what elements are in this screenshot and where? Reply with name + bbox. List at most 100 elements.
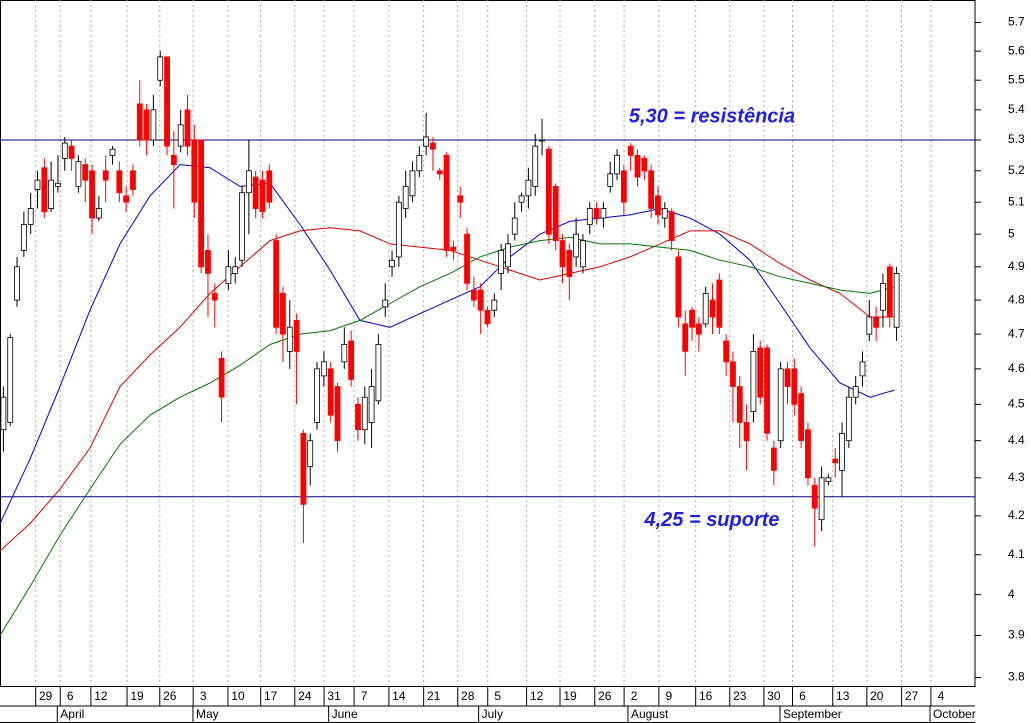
candle-body bbox=[627, 145, 634, 156]
candle-body bbox=[130, 170, 136, 190]
candle-body bbox=[505, 243, 511, 268]
candle-body bbox=[736, 386, 743, 423]
x-tick-label: 29 bbox=[39, 689, 53, 703]
x-tick-label: 12 bbox=[530, 689, 544, 703]
candle-body bbox=[641, 158, 648, 172]
candle-body bbox=[818, 477, 825, 521]
x-tick-label: 26 bbox=[598, 689, 612, 703]
candle-body bbox=[498, 250, 505, 274]
candle-body bbox=[252, 176, 259, 209]
x-tick-label: 2 bbox=[631, 689, 638, 703]
candle-body bbox=[355, 403, 361, 431]
candle-body bbox=[232, 266, 239, 274]
x-tick-label: 19 bbox=[563, 689, 577, 703]
candle-body bbox=[845, 396, 852, 442]
y-tick-label: 4.1 bbox=[1008, 547, 1025, 561]
candle-body bbox=[470, 289, 477, 301]
candle-body bbox=[123, 195, 130, 203]
y-tick-label: 3.8 bbox=[1008, 670, 1025, 684]
candle-body bbox=[839, 432, 845, 471]
x-tick-label: 16 bbox=[699, 689, 713, 703]
candle-body bbox=[511, 217, 518, 235]
candle-body bbox=[682, 323, 689, 352]
candle-body bbox=[464, 233, 470, 284]
candle-body bbox=[443, 154, 450, 251]
month-label: August bbox=[631, 707, 669, 721]
moving-average-line bbox=[0, 227, 895, 552]
plot-frame bbox=[0, 0, 976, 687]
candle-body bbox=[286, 326, 293, 352]
candle-body bbox=[82, 164, 89, 181]
candle-body bbox=[20, 224, 27, 251]
y-tick-label: 4.5 bbox=[1008, 397, 1025, 411]
candle-body bbox=[14, 266, 20, 301]
x-tick-label: 12 bbox=[94, 689, 108, 703]
candle-body bbox=[259, 179, 266, 213]
candle-body bbox=[150, 109, 157, 141]
candle-body bbox=[55, 182, 61, 187]
x-tick-label: 5 bbox=[494, 689, 501, 703]
candle-body bbox=[600, 208, 607, 219]
x-tick-label: 6 bbox=[67, 689, 74, 703]
candle-body bbox=[34, 179, 41, 190]
candle-body bbox=[634, 154, 641, 178]
month-label: April bbox=[60, 707, 84, 721]
candle-body bbox=[757, 347, 764, 398]
y-tick-label: 5.6 bbox=[1008, 43, 1025, 57]
candle-body bbox=[695, 323, 702, 335]
y-tick-label: 5.3 bbox=[1008, 132, 1025, 146]
candle-body bbox=[307, 440, 314, 467]
candle-body bbox=[873, 316, 880, 328]
candle-body bbox=[177, 124, 184, 147]
candle-body bbox=[484, 309, 491, 325]
candle-body bbox=[348, 340, 355, 380]
candle-body bbox=[409, 170, 416, 197]
candle-body bbox=[811, 484, 818, 509]
candle-body bbox=[41, 167, 48, 213]
candle-body bbox=[164, 56, 170, 147]
candle-body bbox=[68, 145, 75, 159]
x-tick-label: 21 bbox=[427, 689, 441, 703]
y-tick-label: 4.4 bbox=[1008, 433, 1025, 447]
y-tick-label: 3.9 bbox=[1008, 628, 1025, 642]
candle-body bbox=[518, 195, 525, 203]
candle-body bbox=[525, 179, 532, 197]
candle-body bbox=[293, 320, 300, 352]
x-tick-label: 17 bbox=[264, 689, 278, 703]
candle-body bbox=[566, 250, 573, 278]
candle-body bbox=[559, 240, 566, 268]
candle-body bbox=[784, 368, 791, 387]
x-tick-label: 7 bbox=[361, 689, 368, 703]
candle-body bbox=[89, 170, 95, 219]
candle-body bbox=[218, 357, 225, 398]
candle-body bbox=[109, 148, 116, 156]
month-label: July bbox=[482, 707, 503, 721]
candle-body bbox=[689, 309, 695, 328]
candle-body bbox=[436, 170, 443, 175]
y-tick-label: 4.6 bbox=[1008, 361, 1025, 375]
candle-body bbox=[375, 344, 382, 402]
candle-body bbox=[552, 186, 559, 242]
candle-body bbox=[648, 170, 655, 209]
candle-body bbox=[430, 142, 436, 150]
candle-body bbox=[777, 368, 784, 442]
month-label: May bbox=[196, 707, 219, 721]
candle-body bbox=[886, 266, 893, 318]
month-label: October bbox=[933, 707, 976, 721]
candle-body bbox=[280, 292, 286, 335]
y-tick-label: 5 bbox=[1008, 226, 1015, 240]
x-tick-label: 20 bbox=[870, 689, 884, 703]
candle-body bbox=[27, 208, 34, 225]
candle-body bbox=[191, 139, 198, 203]
y-tick-label: 4.8 bbox=[1008, 292, 1025, 306]
y-tick-label: 4.3 bbox=[1008, 470, 1025, 484]
candle-body bbox=[450, 246, 457, 251]
candle-body bbox=[614, 154, 620, 175]
candle-body bbox=[545, 148, 552, 235]
candle-body bbox=[539, 139, 545, 142]
moving-average-line bbox=[0, 164, 895, 524]
candle-body bbox=[791, 368, 798, 405]
candle-body bbox=[184, 109, 191, 147]
candle-body bbox=[880, 282, 886, 311]
